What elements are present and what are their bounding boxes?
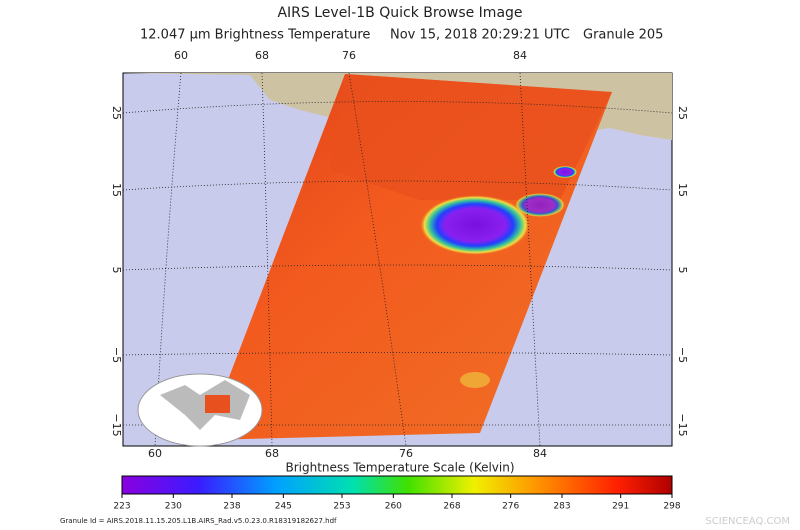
colorbar-title: Brightness Temperature Scale (Kelvin)	[285, 461, 514, 475]
lat-label: −5	[110, 347, 123, 363]
watermark: SCIENCEAQ.COM	[705, 516, 790, 527]
map	[122, 72, 673, 447]
cyclone	[420, 195, 530, 255]
inset-swath	[205, 395, 230, 413]
colorbar-tick-label: 260	[385, 502, 402, 512]
cloud	[553, 166, 577, 178]
swath-land	[330, 74, 612, 200]
colorbar-tick-label: 291	[612, 502, 629, 512]
subtitle: 12.047 μm Brightness Temperature	[140, 28, 370, 43]
colorbar-tick-label: 238	[223, 502, 240, 512]
lat-label: 15	[110, 183, 123, 197]
lon-label: 76	[342, 49, 356, 62]
colorbar-tick-label: 245	[275, 502, 292, 512]
colorbar	[121, 475, 673, 495]
cloud	[460, 372, 490, 388]
colorbar-tick-label: 283	[553, 502, 570, 512]
colorbar-ticks: 223 230 238 245 253 260 268 276 283 291 298	[113, 494, 681, 512]
cloud	[515, 193, 565, 217]
lat-label: −15	[110, 413, 123, 436]
lat-label: 5	[110, 267, 123, 274]
granule-id: Granule Id = AIRS.2018.11.15.205.L1B.AIR…	[60, 517, 337, 525]
lon-label: 84	[513, 49, 527, 62]
colorbar-tick-label: 253	[333, 502, 350, 512]
colorbar-tick-label: 276	[502, 502, 519, 512]
lon-label: 76	[399, 447, 413, 460]
colorbar-tick-label: 298	[663, 502, 680, 512]
lon-label: 68	[255, 49, 269, 62]
lon-label: 60	[148, 447, 162, 460]
title: AIRS Level-1B Quick Browse Image	[277, 5, 522, 21]
lat-label: 25	[110, 106, 123, 120]
lon-label: 68	[265, 447, 279, 460]
lon-label: 60	[174, 49, 188, 62]
lat-label: 5	[676, 267, 689, 274]
lat-label: −15	[676, 413, 689, 436]
lat-label: −5	[676, 347, 689, 363]
lon-label: 84	[533, 447, 547, 460]
colorbar-tick-label: 230	[165, 502, 182, 512]
colorbar-tick-label: 223	[113, 502, 130, 512]
subtitle: Granule 205	[583, 28, 663, 43]
map-labels: 60 68 76 84 60 68 76 84 25 15 5 −5 −15 25 15 5 −5 −15	[110, 49, 689, 460]
subtitle: Nov 15, 2018 20:29:21 UTC	[390, 28, 570, 43]
lat-label: 25	[676, 106, 689, 120]
lat-label: 15	[676, 183, 689, 197]
colorbar-tick-label: 268	[443, 502, 460, 512]
